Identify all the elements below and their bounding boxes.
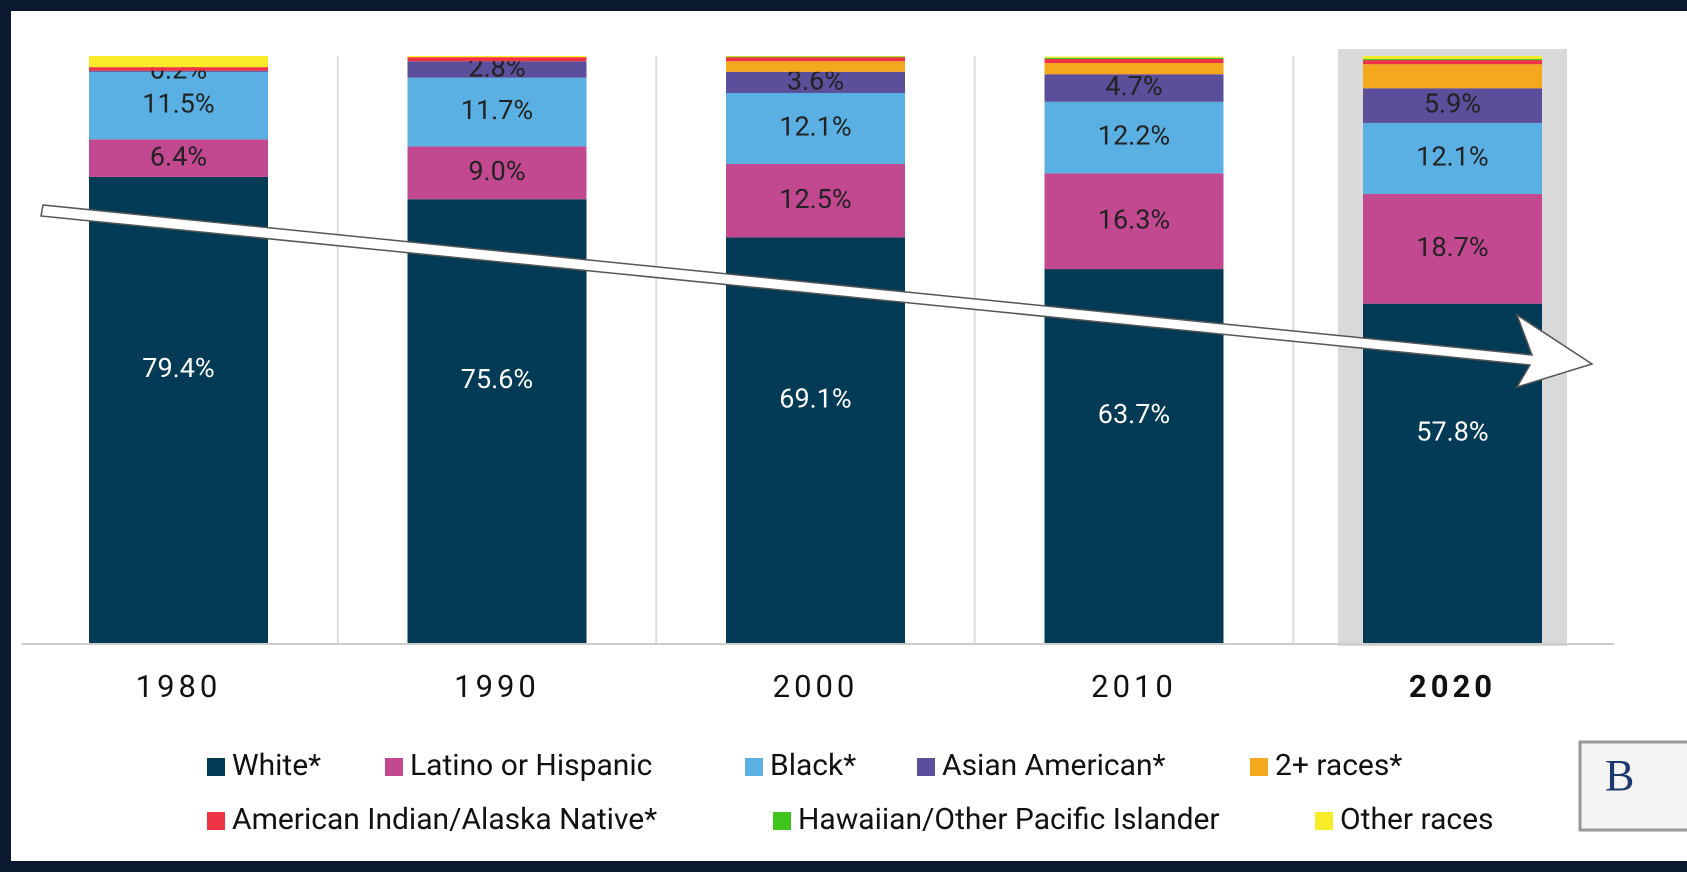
plot: 79.4%6.4%11.5%0.2%198075.6%9.0%11.7%2.8%…: [22, 49, 1614, 837]
value-label: 12.1%: [779, 111, 851, 143]
value-label: 12.2%: [1098, 120, 1170, 152]
bar-segment: [89, 71, 268, 140]
arrow: [40, 204, 1594, 389]
legend-label: Other races: [1340, 802, 1494, 837]
legend-label: American Indian/Alaska Native*: [232, 802, 657, 837]
bar-segment: [407, 77, 587, 147]
bar-segment: [407, 199, 587, 643]
bar-segment: [1044, 173, 1224, 270]
legend-label: Asian American*: [942, 748, 1166, 783]
value-label: 57.8%: [1416, 415, 1488, 447]
legend-swatch: [773, 812, 791, 830]
value-label: 75.6%: [461, 363, 533, 395]
logo: B: [1605, 751, 1634, 800]
value-label: 4.7%: [1105, 70, 1162, 102]
legend-label: Black*: [770, 748, 856, 783]
bar-segment: [89, 176, 268, 643]
value-label: 5.9%: [1424, 88, 1481, 120]
bar-segment: [407, 146, 587, 200]
legend-swatch: [917, 758, 935, 776]
bar-segment: [89, 67, 268, 71]
bar-segment: [726, 56, 905, 58]
value-label: 9.0%: [468, 155, 525, 187]
bar-segment: [726, 92, 905, 165]
value-label: 18.7%: [1416, 231, 1488, 263]
bar-segment: [726, 237, 905, 643]
bar-segment: [1363, 88, 1542, 123]
bar-segment: [1363, 64, 1542, 89]
bar-segment: [407, 61, 587, 78]
bar-segment: [407, 57, 587, 62]
bar-segment: [726, 61, 905, 72]
trend-arrow: [40, 204, 1594, 389]
bar-segment: [89, 70, 268, 72]
legend-swatch: [1315, 812, 1333, 830]
legend-swatch: [745, 758, 763, 776]
x-tick-label: 2010: [1091, 668, 1177, 705]
x-tick-label: 1990: [454, 668, 540, 705]
legend-swatch: [207, 758, 225, 776]
bar-segment: [1044, 58, 1224, 64]
legend-swatch: [207, 812, 225, 830]
bar-segment: [89, 56, 268, 68]
bar-segment: [726, 164, 905, 238]
logo-box: [1578, 740, 1687, 832]
bar-segment: [1363, 60, 1542, 65]
bar-segment: [726, 71, 905, 93]
value-label: 11.5%: [142, 88, 214, 120]
legend-label: Latino or Hispanic: [410, 748, 652, 783]
legend-label: White*: [232, 748, 321, 783]
value-label: 79.4%: [142, 352, 214, 384]
value-label: 11.7%: [461, 94, 533, 126]
value-label: 6.4%: [150, 140, 207, 172]
bar-segment: [1044, 74, 1224, 102]
bar-segment: [407, 56, 587, 58]
value-label: 12.1%: [1416, 141, 1488, 173]
bar-segment: [1363, 193, 1542, 304]
legend-label: Hawaiian/Other Pacific Islander: [798, 802, 1220, 837]
x-tick-label: 2020: [1409, 668, 1496, 705]
bar-segment: [89, 139, 268, 177]
bar-segment: [1044, 57, 1224, 59]
value-label: 16.3%: [1098, 203, 1170, 235]
bar-segment: [726, 56, 905, 57]
x-tick-label: 1980: [136, 668, 222, 705]
bar-segment: [726, 57, 905, 62]
bar-segment: [1363, 122, 1542, 194]
legend-swatch: [385, 758, 403, 776]
legend-swatch: [1250, 758, 1268, 776]
value-label: 12.5%: [779, 183, 851, 215]
bar-segment: [1044, 101, 1224, 174]
bar-segment: [1363, 58, 1542, 61]
bar-segment: [1044, 56, 1224, 58]
value-label: 69.1%: [779, 382, 851, 414]
value-label: 63.7%: [1098, 398, 1170, 430]
legend-label: 2+ races*: [1275, 748, 1402, 783]
bar-segment: [1044, 63, 1224, 75]
x-tick-label: 2000: [773, 668, 859, 705]
bar-segment: [1363, 56, 1542, 59]
